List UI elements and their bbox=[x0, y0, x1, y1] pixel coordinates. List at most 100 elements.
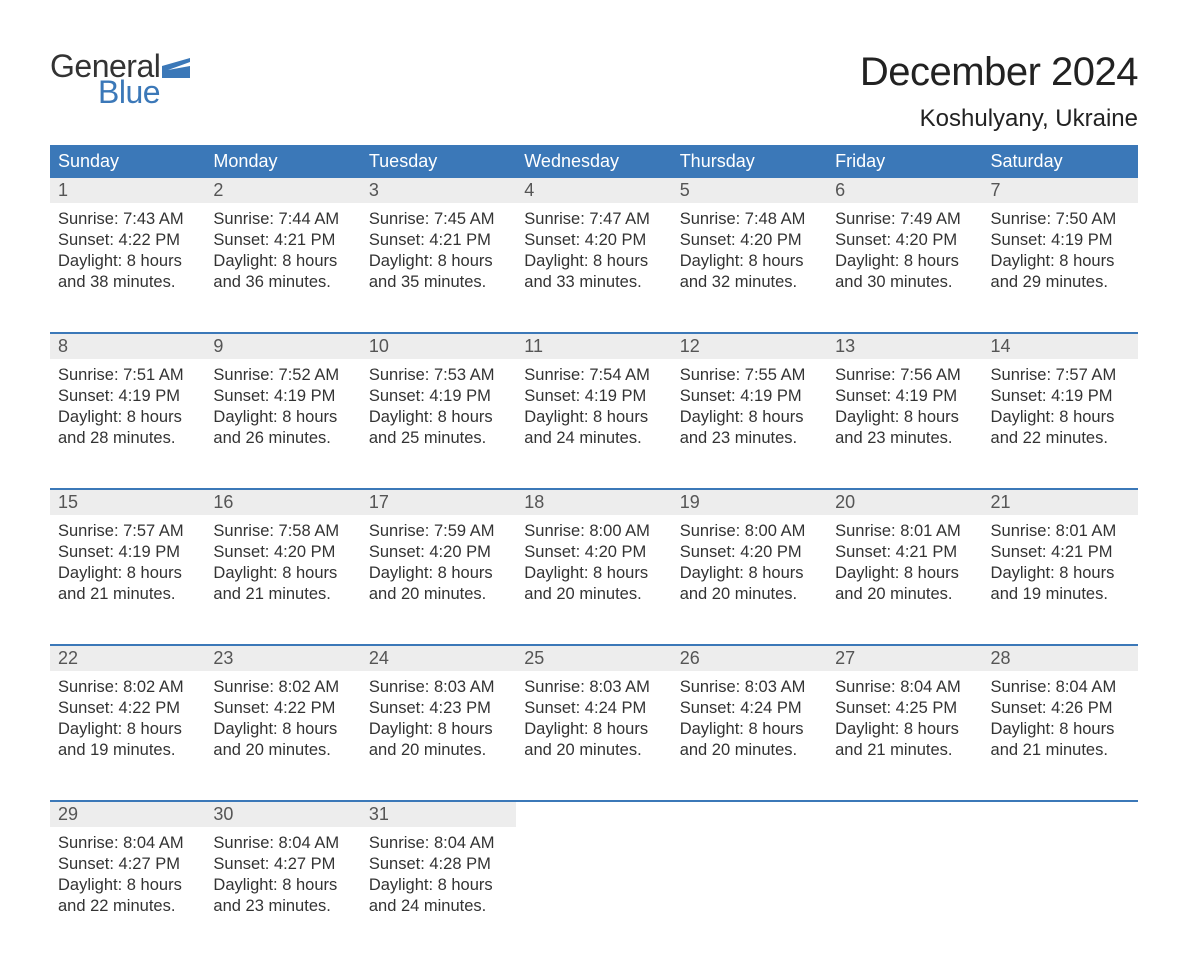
sunset-text: Sunset: 4:25 PM bbox=[835, 698, 974, 719]
daylight-line1: Daylight: 8 hours bbox=[369, 875, 508, 896]
sunset-text: Sunset: 4:21 PM bbox=[213, 230, 352, 251]
day-content: Sunrise: 8:04 AMSunset: 4:27 PMDaylight:… bbox=[50, 827, 205, 935]
day-header: Monday bbox=[205, 145, 360, 178]
day-content: Sunrise: 7:59 AMSunset: 4:20 PMDaylight:… bbox=[361, 515, 516, 623]
day-content: Sunrise: 8:01 AMSunset: 4:21 PMDaylight:… bbox=[983, 515, 1138, 623]
sunrise-text: Sunrise: 8:00 AM bbox=[680, 521, 819, 542]
day-number: 22 bbox=[50, 646, 205, 671]
daylight-line2: and 20 minutes. bbox=[213, 740, 352, 761]
day-content: Sunrise: 7:57 AMSunset: 4:19 PMDaylight:… bbox=[50, 515, 205, 623]
sunset-text: Sunset: 4:20 PM bbox=[680, 542, 819, 563]
day-cell: Sunrise: 7:43 AMSunset: 4:22 PMDaylight:… bbox=[50, 203, 205, 333]
sunrise-text: Sunrise: 7:49 AM bbox=[835, 209, 974, 230]
daylight-line2: and 20 minutes. bbox=[835, 584, 974, 605]
sunrise-text: Sunrise: 7:54 AM bbox=[524, 365, 663, 386]
day-body-row: Sunrise: 7:57 AMSunset: 4:19 PMDaylight:… bbox=[50, 515, 1138, 645]
sunrise-text: Sunrise: 7:47 AM bbox=[524, 209, 663, 230]
day-cell bbox=[827, 827, 982, 957]
day-content: Sunrise: 7:45 AMSunset: 4:21 PMDaylight:… bbox=[361, 203, 516, 311]
day-content: Sunrise: 7:43 AMSunset: 4:22 PMDaylight:… bbox=[50, 203, 205, 311]
daylight-line1: Daylight: 8 hours bbox=[369, 407, 508, 428]
daylight-line2: and 23 minutes. bbox=[680, 428, 819, 449]
flag-icon bbox=[162, 58, 190, 78]
daylight-line1: Daylight: 8 hours bbox=[991, 407, 1130, 428]
day-number: 9 bbox=[205, 334, 360, 359]
day-number: 4 bbox=[516, 178, 671, 203]
day-header: Wednesday bbox=[516, 145, 671, 178]
calendar-body: 1234567Sunrise: 7:43 AMSunset: 4:22 PMDa… bbox=[50, 178, 1138, 957]
day-number: 17 bbox=[361, 490, 516, 515]
daylight-line2: and 24 minutes. bbox=[369, 896, 508, 917]
daylight-line2: and 22 minutes. bbox=[991, 428, 1130, 449]
day-number: 1 bbox=[50, 178, 205, 203]
daylight-line1: Daylight: 8 hours bbox=[524, 251, 663, 272]
daylight-line2: and 30 minutes. bbox=[835, 272, 974, 293]
day-header: Sunday bbox=[50, 145, 205, 178]
daylight-line1: Daylight: 8 hours bbox=[680, 407, 819, 428]
sunrise-text: Sunrise: 7:43 AM bbox=[58, 209, 197, 230]
title-block: December 2024 Koshulyany, Ukraine bbox=[860, 50, 1138, 133]
day-content: Sunrise: 8:04 AMSunset: 4:25 PMDaylight:… bbox=[827, 671, 982, 779]
sunset-text: Sunset: 4:19 PM bbox=[369, 386, 508, 407]
sunset-text: Sunset: 4:21 PM bbox=[835, 542, 974, 563]
day-cell: Sunrise: 7:49 AMSunset: 4:20 PMDaylight:… bbox=[827, 203, 982, 333]
sunset-text: Sunset: 4:19 PM bbox=[991, 230, 1130, 251]
sunset-text: Sunset: 4:19 PM bbox=[835, 386, 974, 407]
sunrise-text: Sunrise: 7:58 AM bbox=[213, 521, 352, 542]
daylight-line1: Daylight: 8 hours bbox=[524, 719, 663, 740]
calendar-table: Sunday Monday Tuesday Wednesday Thursday… bbox=[50, 145, 1138, 957]
sunset-text: Sunset: 4:26 PM bbox=[991, 698, 1130, 719]
daylight-line2: and 24 minutes. bbox=[524, 428, 663, 449]
daylight-line2: and 19 minutes. bbox=[991, 584, 1130, 605]
daylight-line1: Daylight: 8 hours bbox=[369, 719, 508, 740]
day-number-row: 22232425262728 bbox=[50, 646, 1138, 671]
day-content bbox=[516, 827, 671, 851]
sunrise-text: Sunrise: 7:48 AM bbox=[680, 209, 819, 230]
daylight-line2: and 26 minutes. bbox=[213, 428, 352, 449]
daylight-line2: and 38 minutes. bbox=[58, 272, 197, 293]
day-number-row: 293031 bbox=[50, 802, 1138, 827]
sunset-text: Sunset: 4:20 PM bbox=[369, 542, 508, 563]
day-number bbox=[827, 802, 982, 827]
day-cell: Sunrise: 8:04 AMSunset: 4:27 PMDaylight:… bbox=[205, 827, 360, 957]
day-number: 3 bbox=[361, 178, 516, 203]
day-number: 13 bbox=[827, 334, 982, 359]
day-content: Sunrise: 7:57 AMSunset: 4:19 PMDaylight:… bbox=[983, 359, 1138, 467]
day-number bbox=[516, 802, 671, 827]
calendar-page: General Blue December 2024 Koshulyany, U… bbox=[0, 0, 1188, 977]
day-cell bbox=[983, 827, 1138, 957]
daylight-line1: Daylight: 8 hours bbox=[524, 407, 663, 428]
header: General Blue December 2024 Koshulyany, U… bbox=[50, 50, 1138, 133]
daylight-line1: Daylight: 8 hours bbox=[991, 563, 1130, 584]
day-content: Sunrise: 8:04 AMSunset: 4:26 PMDaylight:… bbox=[983, 671, 1138, 779]
daylight-line1: Daylight: 8 hours bbox=[835, 407, 974, 428]
daylight-line1: Daylight: 8 hours bbox=[213, 875, 352, 896]
daylight-line1: Daylight: 8 hours bbox=[835, 563, 974, 584]
day-number: 26 bbox=[672, 646, 827, 671]
day-cell: Sunrise: 8:03 AMSunset: 4:24 PMDaylight:… bbox=[516, 671, 671, 801]
sunrise-text: Sunrise: 7:52 AM bbox=[213, 365, 352, 386]
day-cell: Sunrise: 8:04 AMSunset: 4:27 PMDaylight:… bbox=[50, 827, 205, 957]
sunrise-text: Sunrise: 8:03 AM bbox=[369, 677, 508, 698]
sunrise-text: Sunrise: 8:00 AM bbox=[524, 521, 663, 542]
day-cell: Sunrise: 8:04 AMSunset: 4:25 PMDaylight:… bbox=[827, 671, 982, 801]
daylight-line2: and 19 minutes. bbox=[58, 740, 197, 761]
day-cell: Sunrise: 7:55 AMSunset: 4:19 PMDaylight:… bbox=[672, 359, 827, 489]
daylight-line2: and 36 minutes. bbox=[213, 272, 352, 293]
daylight-line2: and 20 minutes. bbox=[524, 584, 663, 605]
sunrise-text: Sunrise: 8:03 AM bbox=[680, 677, 819, 698]
daylight-line2: and 21 minutes. bbox=[835, 740, 974, 761]
calendar-head: Sunday Monday Tuesday Wednesday Thursday… bbox=[50, 145, 1138, 178]
sunset-text: Sunset: 4:20 PM bbox=[524, 542, 663, 563]
daylight-line2: and 23 minutes. bbox=[213, 896, 352, 917]
day-number: 7 bbox=[983, 178, 1138, 203]
daylight-line1: Daylight: 8 hours bbox=[680, 251, 819, 272]
daylight-line1: Daylight: 8 hours bbox=[58, 563, 197, 584]
sunset-text: Sunset: 4:20 PM bbox=[835, 230, 974, 251]
day-cell: Sunrise: 8:01 AMSunset: 4:21 PMDaylight:… bbox=[827, 515, 982, 645]
day-content bbox=[983, 827, 1138, 851]
day-number: 5 bbox=[672, 178, 827, 203]
sunset-text: Sunset: 4:23 PM bbox=[369, 698, 508, 719]
day-cell: Sunrise: 8:02 AMSunset: 4:22 PMDaylight:… bbox=[50, 671, 205, 801]
day-body-row: Sunrise: 7:51 AMSunset: 4:19 PMDaylight:… bbox=[50, 359, 1138, 489]
